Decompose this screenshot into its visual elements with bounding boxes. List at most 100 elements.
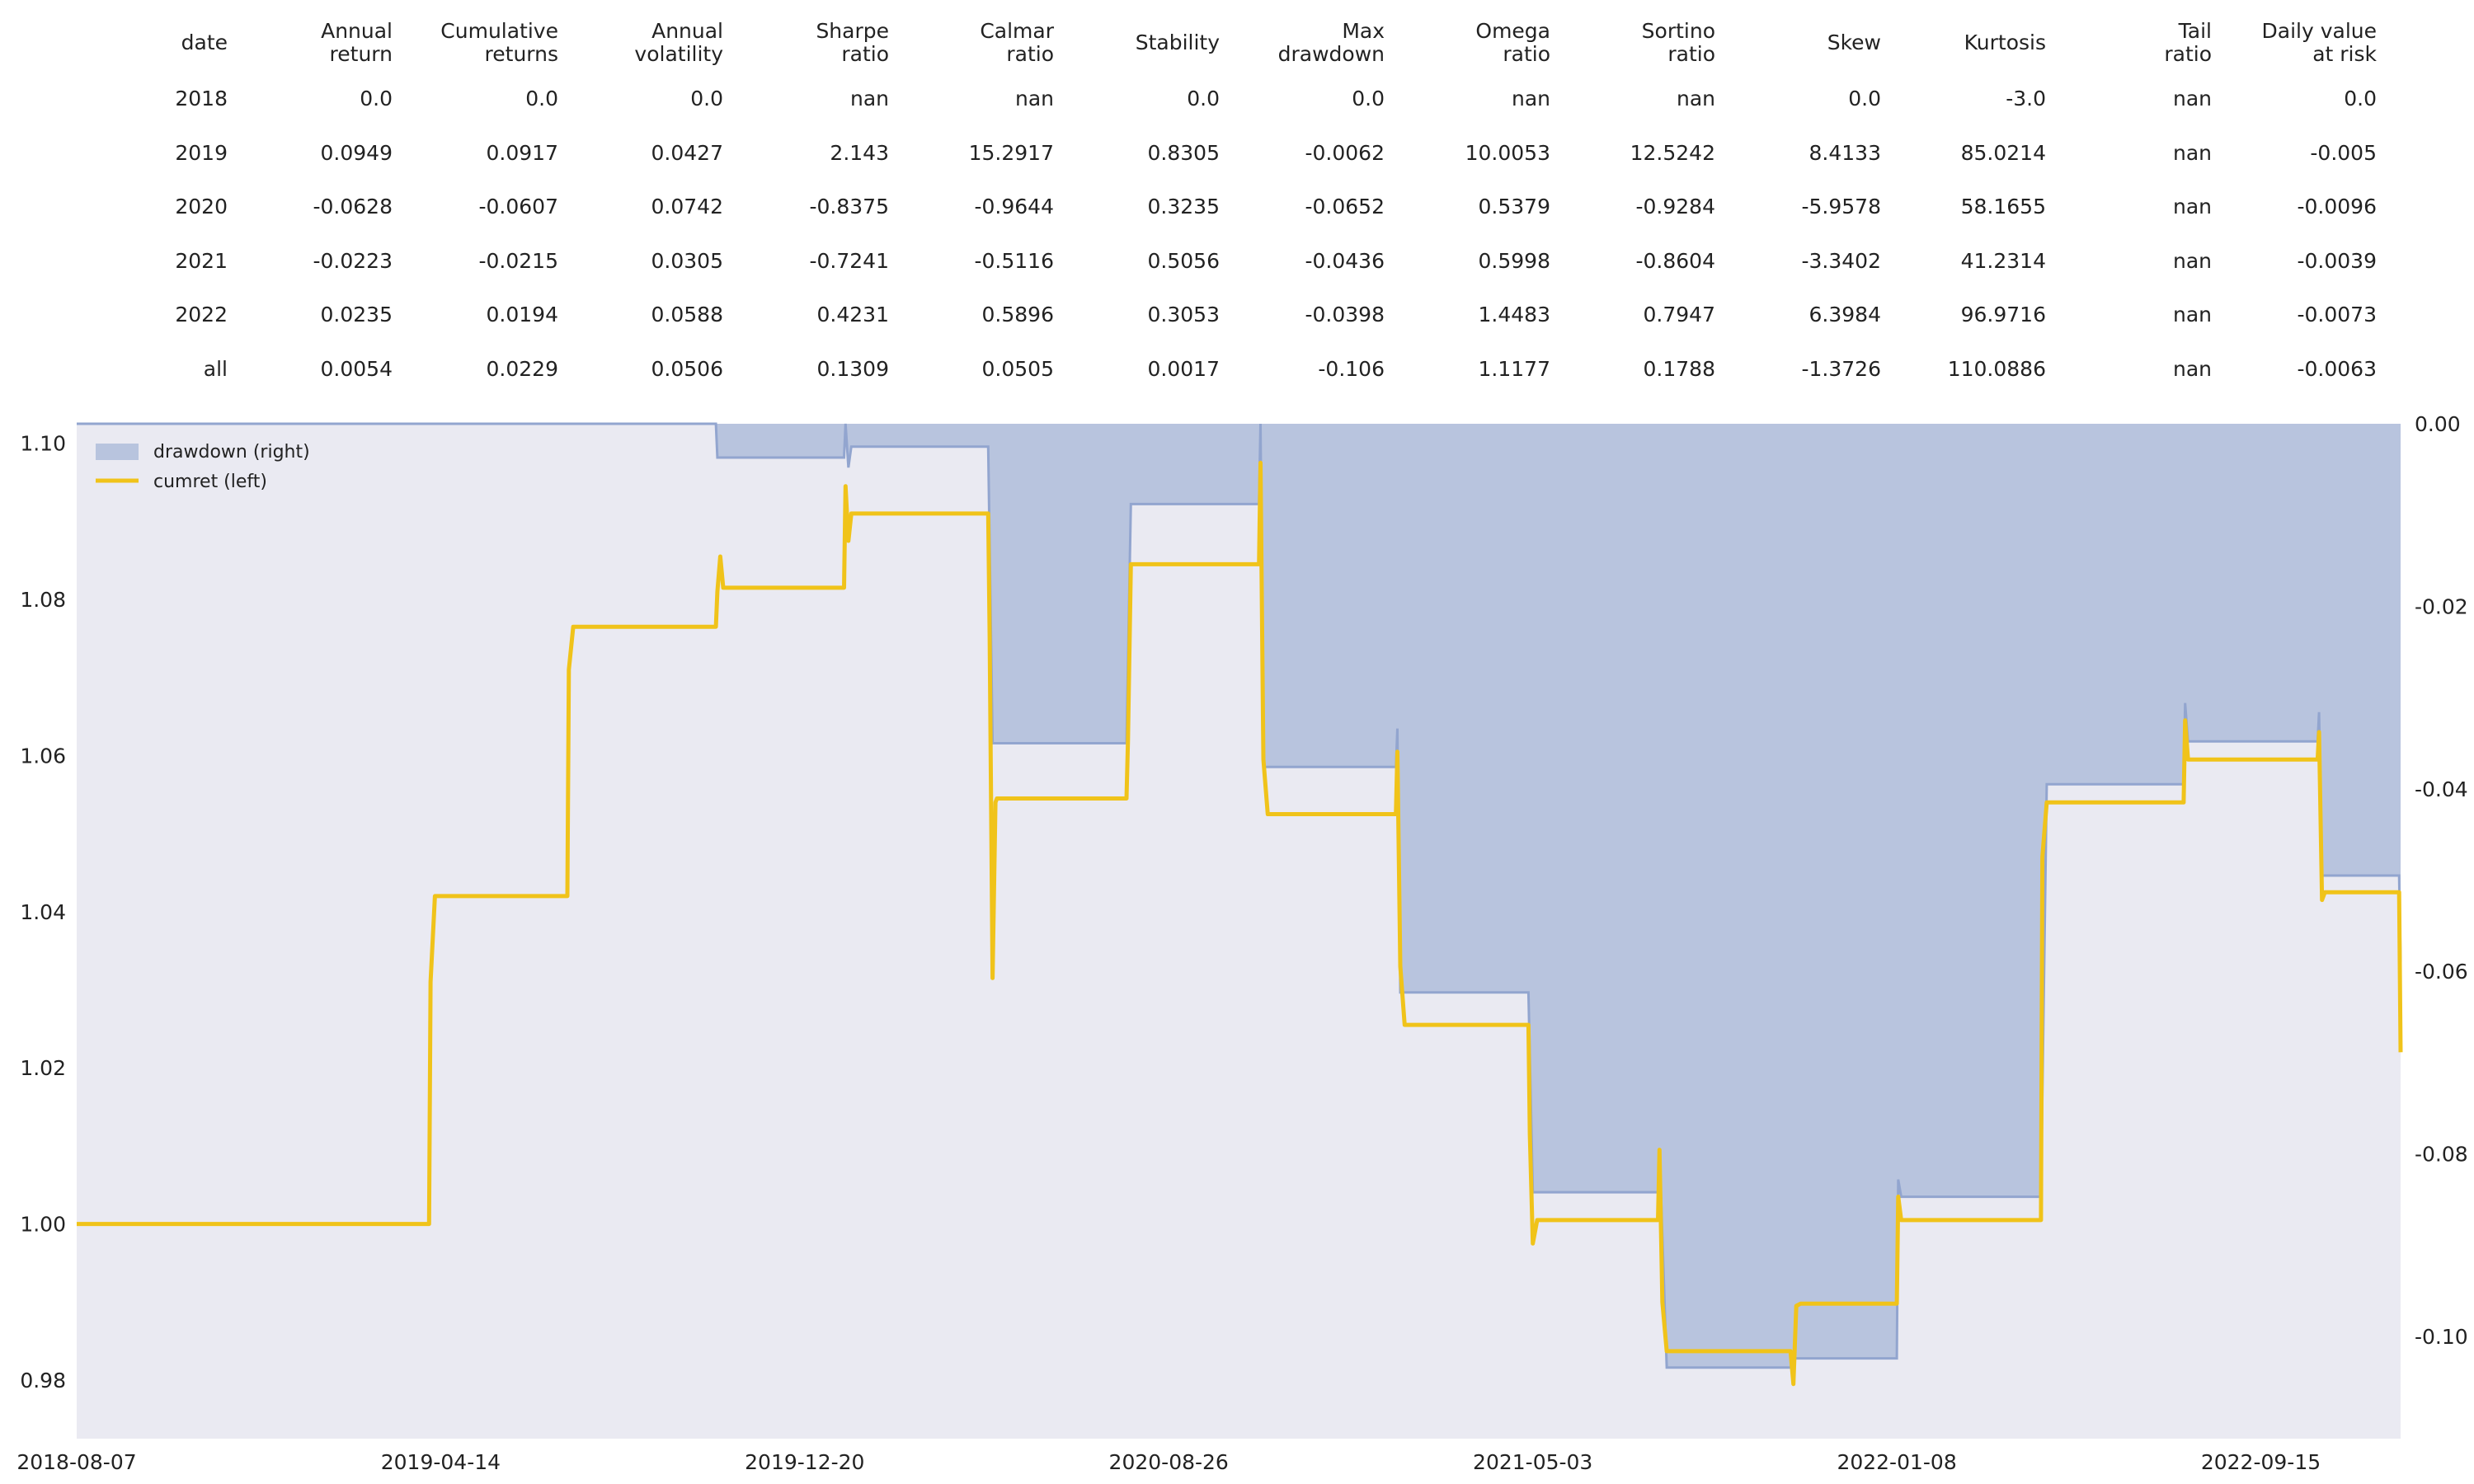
- table-cell: nan: [1512, 87, 1550, 110]
- table-cell: 0.0305: [651, 249, 723, 273]
- left-tick-label: 1.06: [20, 744, 66, 768]
- left-tick-label: 0.98: [20, 1369, 66, 1392]
- right-tick-label: -0.08: [2415, 1143, 2468, 1167]
- left-tick-label: 1.02: [20, 1056, 66, 1080]
- table-cell: 0.5896: [982, 303, 1054, 326]
- table-cell: 0.3235: [1148, 195, 1220, 218]
- right-tick-label: -0.02: [2415, 594, 2468, 618]
- table-cell: -0.9284: [1636, 195, 1716, 218]
- right-tick-label: -0.10: [2415, 1325, 2468, 1349]
- table-cell: 0.0: [690, 87, 723, 110]
- table-header-5-line-0: Calmar: [980, 19, 1054, 43]
- table-cell: -0.0652: [1305, 195, 1385, 218]
- table-cell: nan: [2173, 303, 2212, 326]
- table-cell: nan: [850, 87, 889, 110]
- table-cell: -0.8604: [1636, 249, 1716, 273]
- table-cell: 0.0: [2344, 87, 2377, 110]
- table-cell: 0.0949: [321, 141, 393, 165]
- table-cell: 0.4231: [817, 303, 889, 326]
- table-header-2-line-1: returns: [485, 42, 558, 66]
- table-cell: -3.3402: [1802, 249, 1882, 273]
- table-cell: 0.3053: [1148, 303, 1220, 326]
- table-row-label: 2020: [175, 195, 228, 218]
- table-cell: 58.1655: [1961, 195, 2046, 218]
- table-cell: 0.7947: [1644, 303, 1715, 326]
- legend: drawdown (right) cumret (left): [96, 442, 310, 492]
- table-header-13-line-1: at risk: [2312, 42, 2377, 66]
- table-cell: 0.0054: [321, 357, 393, 381]
- table-cell: 0.0: [360, 87, 393, 110]
- table-row-label: 2021: [175, 249, 228, 273]
- table-cell: 8.4133: [1809, 141, 1881, 165]
- left-tick-label: 1.04: [20, 900, 66, 924]
- left-tick-label: 1.10: [20, 432, 66, 456]
- table-cell: 0.0505: [982, 357, 1054, 381]
- table-cell: 0.8305: [1148, 141, 1220, 165]
- table-cell: -0.8375: [810, 195, 890, 218]
- table-cell: nan: [2173, 87, 2212, 110]
- x-tick-label: 2019-12-20: [745, 1450, 864, 1474]
- table-cell: -5.9578: [1802, 195, 1882, 218]
- table-header-11: Kurtosis: [1964, 31, 2046, 54]
- table-cell: 0.0: [1187, 87, 1220, 110]
- table-cell: 0.0742: [651, 195, 723, 218]
- table-cell: 0.0427: [651, 141, 723, 165]
- table-header-4-line-1: ratio: [841, 42, 889, 66]
- table-cell: nan: [2173, 195, 2212, 218]
- table-header-9-line-1: ratio: [1667, 42, 1715, 66]
- table-cell: 0.5379: [1479, 195, 1550, 218]
- x-tick-label: 2018-08-07: [16, 1450, 136, 1474]
- table-cell: 0.0229: [487, 357, 558, 381]
- table-cell: 41.2314: [1961, 249, 2046, 273]
- table-cell: -0.9644: [975, 195, 1055, 218]
- table-cell: -0.0039: [2298, 249, 2378, 273]
- table-header-2-line-0: Cumulative: [440, 19, 558, 43]
- table-header-4-line-0: Sharpe: [816, 19, 889, 43]
- right-tick-label: 0.00: [2415, 412, 2461, 436]
- table-row-label: all: [204, 357, 228, 381]
- x-tick-label: 2022-01-08: [1837, 1450, 1956, 1474]
- table-header-5-line-1: ratio: [1006, 42, 1054, 66]
- table-header-8-line-1: ratio: [1503, 42, 1550, 66]
- table-cell: -0.0223: [313, 249, 393, 273]
- table-cell: -0.0063: [2298, 357, 2378, 381]
- table-cell: -0.0096: [2298, 195, 2378, 218]
- table-row-label: 2018: [175, 87, 228, 110]
- table-header-6: Stability: [1136, 31, 1221, 54]
- table-cell: -3.0: [2006, 87, 2046, 110]
- x-tick-label: 2022-09-15: [2201, 1450, 2321, 1474]
- left-axis-ticks: 0.98 1.00 1.02 1.04 1.06 1.08 1.10: [20, 432, 66, 1392]
- table-cell: -0.0628: [313, 195, 393, 218]
- table-header-3-line-1: volatility: [634, 42, 723, 66]
- stats-table: date AnnualreturnCumulativereturnsAnnualv…: [175, 19, 2378, 381]
- table-cell: 0.0194: [487, 303, 558, 326]
- table-header-12-line-1: ratio: [2164, 42, 2212, 66]
- table-cell: 0.0: [1848, 87, 1881, 110]
- table-cell: 0.0506: [651, 357, 723, 381]
- table-cell: 96.9716: [1961, 303, 2046, 326]
- table-cell: 0.0: [525, 87, 558, 110]
- table-cell: 110.0886: [1948, 357, 2046, 381]
- table-header-10: Skew: [1827, 31, 1881, 54]
- table-row-label: 2019: [175, 141, 228, 165]
- table-cell: 0.0: [1352, 87, 1385, 110]
- table-header-3-line-0: Annual: [651, 19, 723, 43]
- table-cell: -1.3726: [1802, 357, 1882, 381]
- table-header-13-line-0: Daily value: [2262, 19, 2378, 43]
- table-cell: nan: [1677, 87, 1715, 110]
- table-header-8-line-0: Omega: [1475, 19, 1550, 43]
- table-cell: 6.3984: [1809, 303, 1881, 326]
- table-cell: nan: [2173, 357, 2212, 381]
- table-cell: 0.0235: [321, 303, 393, 326]
- drawdown-legend-swatch: [96, 444, 139, 460]
- x-tick-label: 2021-05-03: [1473, 1450, 1592, 1474]
- cumret-legend-label: cumret (left): [153, 472, 267, 492]
- table-cell: 0.0588: [651, 303, 723, 326]
- table-header-9-line-0: Sortino: [1642, 19, 1715, 43]
- table-cell: 0.5056: [1148, 249, 1220, 273]
- table-header-12-line-0: Tail: [2178, 19, 2212, 43]
- table-cell: 0.0017: [1148, 357, 1220, 381]
- table-cell: 10.0053: [1465, 141, 1550, 165]
- table-cell: -0.0215: [479, 249, 559, 273]
